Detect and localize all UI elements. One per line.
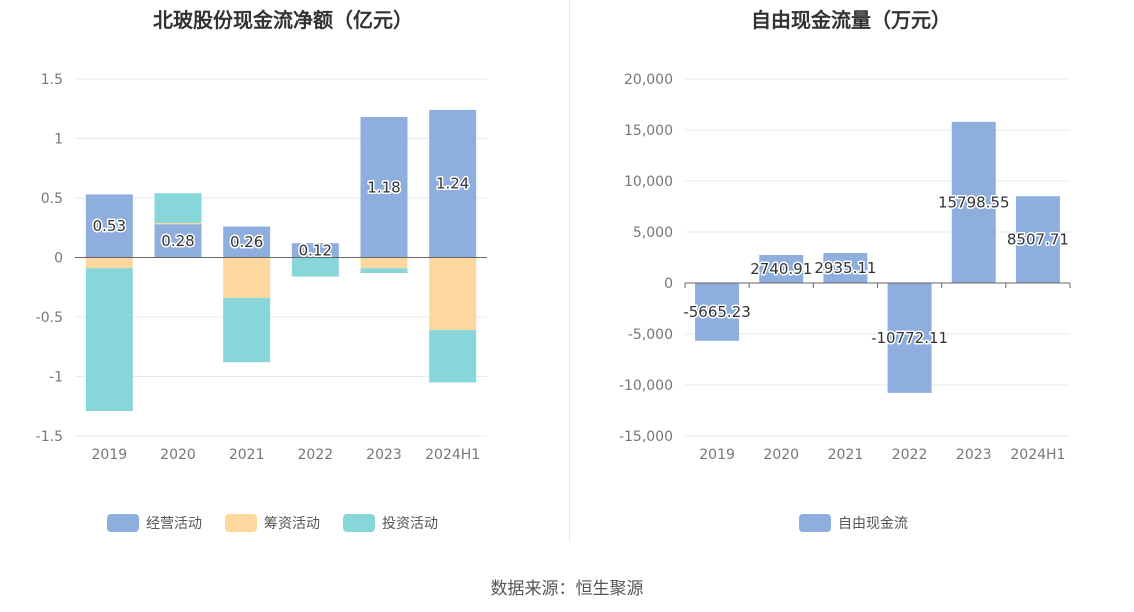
data-label: -10772.11 [871,329,948,347]
data-label: 0.53 [93,217,126,235]
x-tick-label: 2022 [298,447,334,463]
legend-label: 经营活动 [146,516,202,532]
x-tick-label: 2023 [956,447,992,463]
data-label: 2740.91 [750,260,812,278]
y-tick-label: 5,000 [633,225,673,241]
bar-经营活动-2021 [223,226,271,258]
y-tick-label: 1.5 [41,72,63,88]
y-tick-label: -1.5 [36,429,63,445]
x-tick-label: 2019 [699,447,735,463]
cash-flow-chart: 1.5 1 0.5 0 -0.5 -1 -1.5 2019 2020 2021 2022 2023 20… [36,72,487,532]
data-label: 1.18 [367,178,400,196]
legend-swatch [343,514,375,532]
bar-经营活动-2022 [291,243,339,258]
y-tick-label: -15,000 [619,429,673,445]
bar-自由现金流-2023 [951,121,996,283]
chart-divider [569,0,570,542]
bar-筹资活动-2021 [223,257,271,298]
bar-投资活动-2021 [223,297,271,363]
y-tick-label: -0.5 [36,310,63,326]
y-tick-label: -10,000 [619,378,673,394]
x-tick-label: 2021 [828,447,864,463]
y-tick-label: -5,000 [628,327,673,343]
y-tick-label: 15,000 [624,123,673,139]
bar-自由现金流-2024H1 [1015,196,1060,283]
legend-swatch [225,514,257,532]
x-tick-label: 2021 [229,447,265,463]
bar-经营活动-2020 [154,224,202,258]
bar-筹资活动-2020 [154,222,202,225]
data-label: 1.24 [436,175,469,193]
x-tick-label: 2022 [892,447,928,463]
bar-自由现金流-2021 [823,253,868,283]
legend-swatch [107,514,139,532]
x-tick-label: 2020 [763,447,799,463]
data-label: 0.12 [299,241,332,259]
x-tick-label: 2024H1 [425,447,480,463]
data-label: -5665.23 [683,303,750,321]
legend-label: 投资活动 [382,516,438,532]
x-tick-label: 2020 [160,447,196,463]
data-source: 数据来源：恒生聚源 [490,579,644,599]
free-cash-flow-chart: 20,000 15,000 10,000 5,000 0 -5,000 -10,000 -15… [619,72,1071,532]
data-label: 8507.71 [1007,231,1069,249]
bar-投资活动-2020 [154,193,202,223]
bar-经营活动-2024H1 [429,109,477,258]
bar-投资活动-2023 [360,268,408,273]
bar-投资活动-2022 [291,257,339,277]
data-label: 15798.55 [938,193,1010,211]
bar-投资活动-2019 [85,268,133,412]
bar-自由现金流-2022 [887,283,932,393]
bar-筹资活动-2024H1 [429,257,477,331]
bar-筹资活动-2019 [85,257,133,269]
y-tick-label: 10,000 [624,174,673,190]
legend-label: 自由现金流 [838,516,908,532]
y-tick-label: 1 [54,132,63,148]
y-tick-label: -1 [49,370,63,386]
y-tick-label: 0 [664,276,673,292]
bar-自由现金流-2020 [759,255,804,283]
x-tick-label: 2019 [92,447,128,463]
right-chart-title: 自由现金流量（万元） [751,8,951,32]
x-tick-label: 2024H1 [1010,447,1065,463]
data-label: 0.26 [230,233,263,251]
y-tick-label: 0 [54,251,63,267]
legend-label: 筹资活动 [264,515,320,532]
data-label: 2935.11 [814,259,876,277]
left-chart-title: 北玻股份现金流净额（亿元） [153,8,413,32]
bar-自由现金流-2019 [695,283,740,341]
x-tick-label: 2023 [366,447,402,463]
bar-筹资活动-2023 [360,257,408,269]
data-label: 0.28 [161,232,194,250]
legend-swatch [799,514,831,532]
bar-经营活动-2023 [360,117,408,258]
bar-投资活动-2024H1 [429,330,477,383]
y-tick-label: 0.5 [41,191,63,207]
bar-经营活动-2019 [85,194,133,258]
y-tick-label: 20,000 [624,72,673,88]
